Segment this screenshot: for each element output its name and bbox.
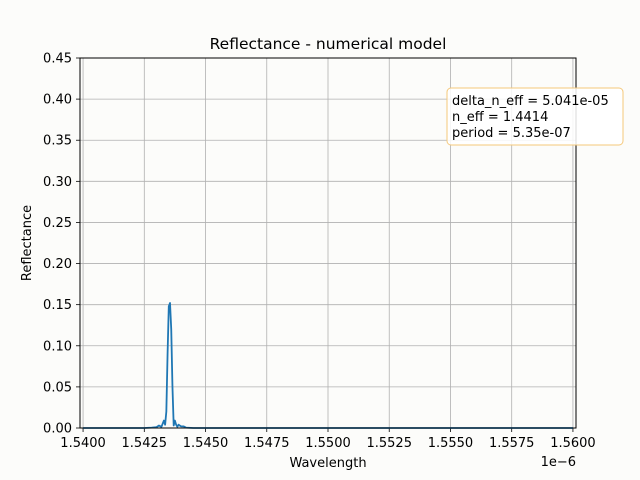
y-tick-label: 0.00 xyxy=(43,422,72,437)
y-tick-label: 0.25 xyxy=(43,216,72,231)
y-tick-label: 0.15 xyxy=(43,298,72,313)
x-axis-label: Wavelength xyxy=(289,456,366,471)
y-tick-label: 0.30 xyxy=(43,175,72,190)
y-tick-label: 0.20 xyxy=(43,257,72,272)
plot-frame xyxy=(79,57,577,429)
x-tick-label: 1.5425 xyxy=(122,436,168,451)
y-tick-label: 0.10 xyxy=(43,339,72,354)
grid-lines xyxy=(80,57,576,429)
x-tick-label: 1.5450 xyxy=(183,436,229,451)
axis-ticks: 1.5400 1.5425 1.5450 1.5475 1.5500 1.5525 1.55… xyxy=(43,52,596,452)
y-tick-label: 0.05 xyxy=(43,380,72,395)
annotation-box: delta_n_eff = 5.041e-05 n_eff = 1.4414 p… xyxy=(446,87,624,146)
annotation-line-period: period = 5.35e-07 xyxy=(452,126,571,141)
reflectance-series-line xyxy=(83,302,573,429)
annotation-line-n-eff: n_eff = 1.4414 xyxy=(452,110,548,125)
x-tick-label: 1.5600 xyxy=(550,436,596,451)
x-tick-label: 1.5475 xyxy=(244,436,290,451)
annotation-frame xyxy=(446,87,624,146)
y-tick-label: 0.40 xyxy=(43,93,72,108)
y-tick-label: 0.35 xyxy=(43,134,72,149)
x-tick-label: 1.5400 xyxy=(60,436,106,451)
y-tick-label: 0.45 xyxy=(43,52,72,67)
y-axis-label: Reflectance xyxy=(20,205,35,281)
annotation-line-delta-n-eff: delta_n_eff = 5.041e-05 xyxy=(452,94,609,109)
x-tick-label: 1.5525 xyxy=(366,436,412,451)
x-tick-label: 1.5550 xyxy=(428,436,474,451)
x-tick-label: 1.5500 xyxy=(305,436,351,451)
x-offset-label: 1e−6 xyxy=(541,455,576,470)
chart-title: Reflectance - numerical model xyxy=(210,35,447,53)
x-tick-label: 1.5575 xyxy=(489,436,535,451)
